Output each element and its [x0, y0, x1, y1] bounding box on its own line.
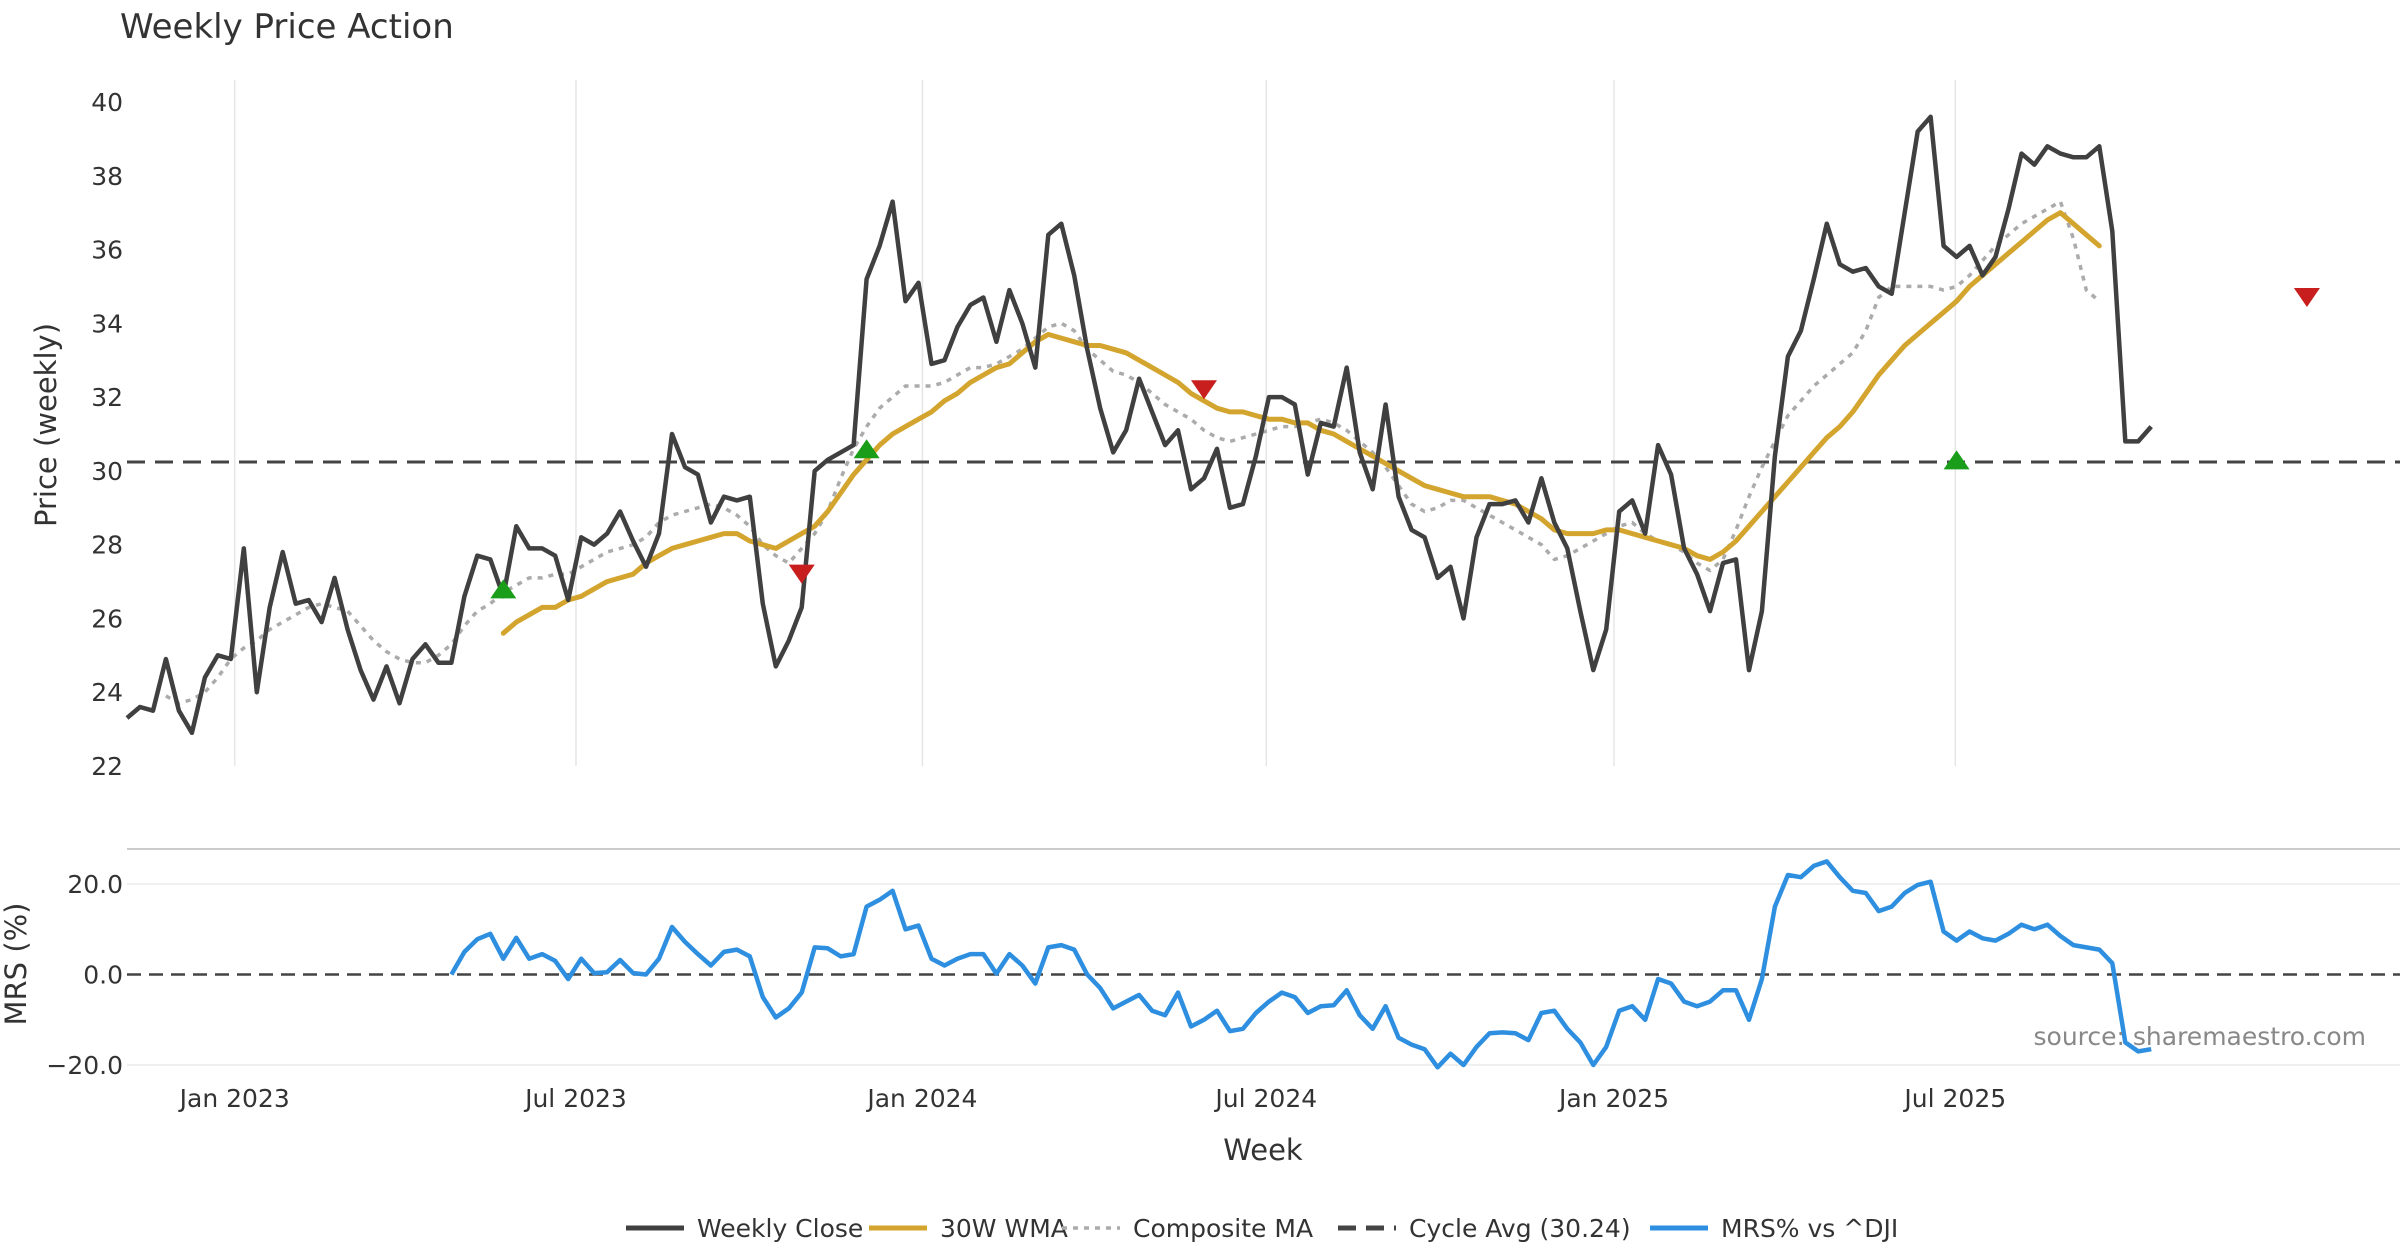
- price-y-tick-label: 28: [91, 531, 123, 560]
- x-axis-label: Week: [1223, 1133, 1303, 1167]
- mrs-grid: [127, 883, 2400, 1066]
- legend: Weekly Close 30W WMA Composite MA Cycle Avg…: [626, 1214, 1898, 1243]
- sell-signal-marker: [788, 564, 815, 584]
- buy-signal-marker: [853, 439, 880, 459]
- mrs-y-axis-label: MRS (%): [0, 903, 33, 1026]
- weekly-close-line: [125, 114, 2153, 736]
- x-tick-label: Jul 2023: [523, 1084, 627, 1113]
- legend-label: Cycle Avg (30.24): [1409, 1214, 1631, 1243]
- price-y-ticks: 22 24 26 28 30 32 34 36 38 40: [91, 88, 123, 781]
- legend-label: Weekly Close: [697, 1214, 863, 1243]
- price-y-axis-label: Price (weekly): [29, 323, 63, 527]
- mrs-y-ticks: −20.0 0.0 20.0: [46, 870, 123, 1080]
- price-y-tick-label: 30: [91, 457, 123, 486]
- mrs-y-tick-label: 20.0: [67, 870, 123, 899]
- x-tick-label: Jan 2024: [865, 1084, 977, 1113]
- legend-label: Composite MA: [1133, 1214, 1313, 1243]
- price-grid: [127, 80, 2400, 766]
- price-y-tick-label: 32: [91, 383, 123, 412]
- x-tick-label: Jan 2023: [178, 1084, 290, 1113]
- chart-title: Weekly Price Action: [120, 7, 454, 47]
- price-y-tick-label: 22: [91, 752, 123, 781]
- price-y-tick-label: 24: [91, 678, 123, 707]
- signals: [490, 288, 2320, 599]
- buy-signal-marker: [490, 579, 517, 599]
- mrs-y-tick-label: 0.0: [83, 961, 123, 990]
- price-y-tick-label: 36: [91, 236, 123, 265]
- price-y-tick-label: 26: [91, 604, 123, 633]
- mrs-series: [449, 859, 2152, 1070]
- legend-label: 30W WMA: [940, 1214, 1068, 1243]
- x-tick-label: Jul 2024: [1213, 1084, 1317, 1113]
- x-ticks: Jan 2023 Jul 2023 Jan 2024 Jul 2024 Jan 2025…: [178, 1084, 2007, 1113]
- price-y-tick-label: 38: [91, 162, 123, 191]
- price-y-tick-label: 40: [91, 88, 123, 117]
- wma-30w-line: [500, 210, 2102, 636]
- price-y-tick-label: 34: [91, 309, 123, 338]
- legend-label: MRS% vs ^DJI: [1721, 1214, 1898, 1243]
- price-series: [125, 114, 2153, 736]
- sell-signal-marker: [1190, 380, 1217, 400]
- x-tick-label: Jul 2025: [1902, 1084, 2006, 1113]
- mrs-line: [449, 859, 2152, 1070]
- x-tick-label: Jan 2025: [1557, 1084, 1669, 1113]
- buy-signal-marker: [1943, 450, 1970, 470]
- source-annotation: source: sharemaestro.com: [2034, 1022, 2367, 1051]
- sell-signal-marker: [2293, 288, 2320, 308]
- mrs-y-tick-label: −20.0: [46, 1051, 123, 1080]
